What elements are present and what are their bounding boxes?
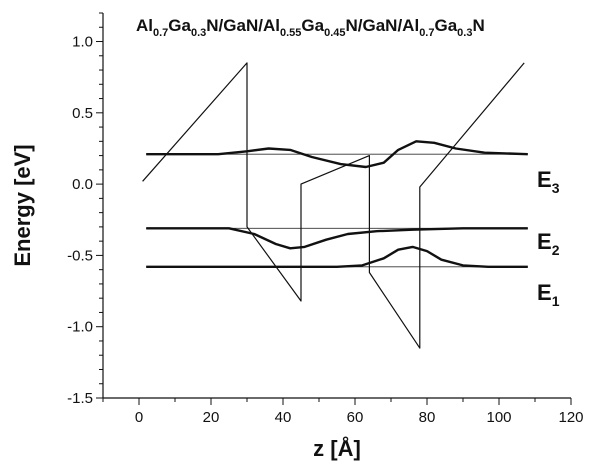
wavefunction-e2 bbox=[146, 227, 528, 250]
wavefunction-e1 bbox=[146, 245, 528, 268]
y-tick-label: 0.5 bbox=[72, 105, 93, 122]
x-tick-label: 40 bbox=[275, 409, 292, 426]
axes-frame bbox=[102, 13, 571, 399]
x-tick-label: 0 bbox=[135, 409, 143, 426]
level-label-e1: E1 bbox=[537, 280, 560, 309]
y-tick-label: -0.5 bbox=[67, 247, 93, 264]
level-label-e2: E2 bbox=[537, 229, 560, 258]
x-tick-label: 60 bbox=[347, 409, 364, 426]
x-tick-label: 120 bbox=[558, 409, 583, 426]
y-tick-label: 0.0 bbox=[72, 176, 93, 193]
wavefunction-e3 bbox=[146, 140, 528, 169]
y-tick-label: -1.5 bbox=[67, 390, 93, 407]
y-tick-label: 1.0 bbox=[72, 34, 93, 51]
x-axis: 0 20 40 60 80 100 120 bbox=[102, 398, 584, 426]
chart-title: Al0.7Ga0.3N/GaN/Al0.55Ga0.45N/GaN/Al0.7G… bbox=[136, 16, 485, 39]
y-axis-title: Energy [eV] bbox=[10, 144, 35, 266]
reference-lines bbox=[146, 153, 528, 268]
x-tick-label: 80 bbox=[419, 409, 436, 426]
level-labels: E1 E2 E3 bbox=[537, 167, 560, 309]
chart-title-text: Al0.7Ga0.3N/GaN/Al0.55Ga0.45N/GaN/Al0.7G… bbox=[136, 16, 485, 39]
x-tick-label: 20 bbox=[203, 409, 220, 426]
y-axis: -1.5 -1.0 -0.5 0.0 0.5 1.0 bbox=[67, 12, 103, 407]
x-axis-title: z [Å] bbox=[313, 435, 361, 461]
y-tick-label: -1.0 bbox=[67, 319, 93, 336]
level-label-e3: E3 bbox=[537, 167, 560, 196]
potential-profile bbox=[142, 62, 525, 349]
x-tick-label: 100 bbox=[486, 409, 511, 426]
series-group bbox=[142, 62, 528, 349]
